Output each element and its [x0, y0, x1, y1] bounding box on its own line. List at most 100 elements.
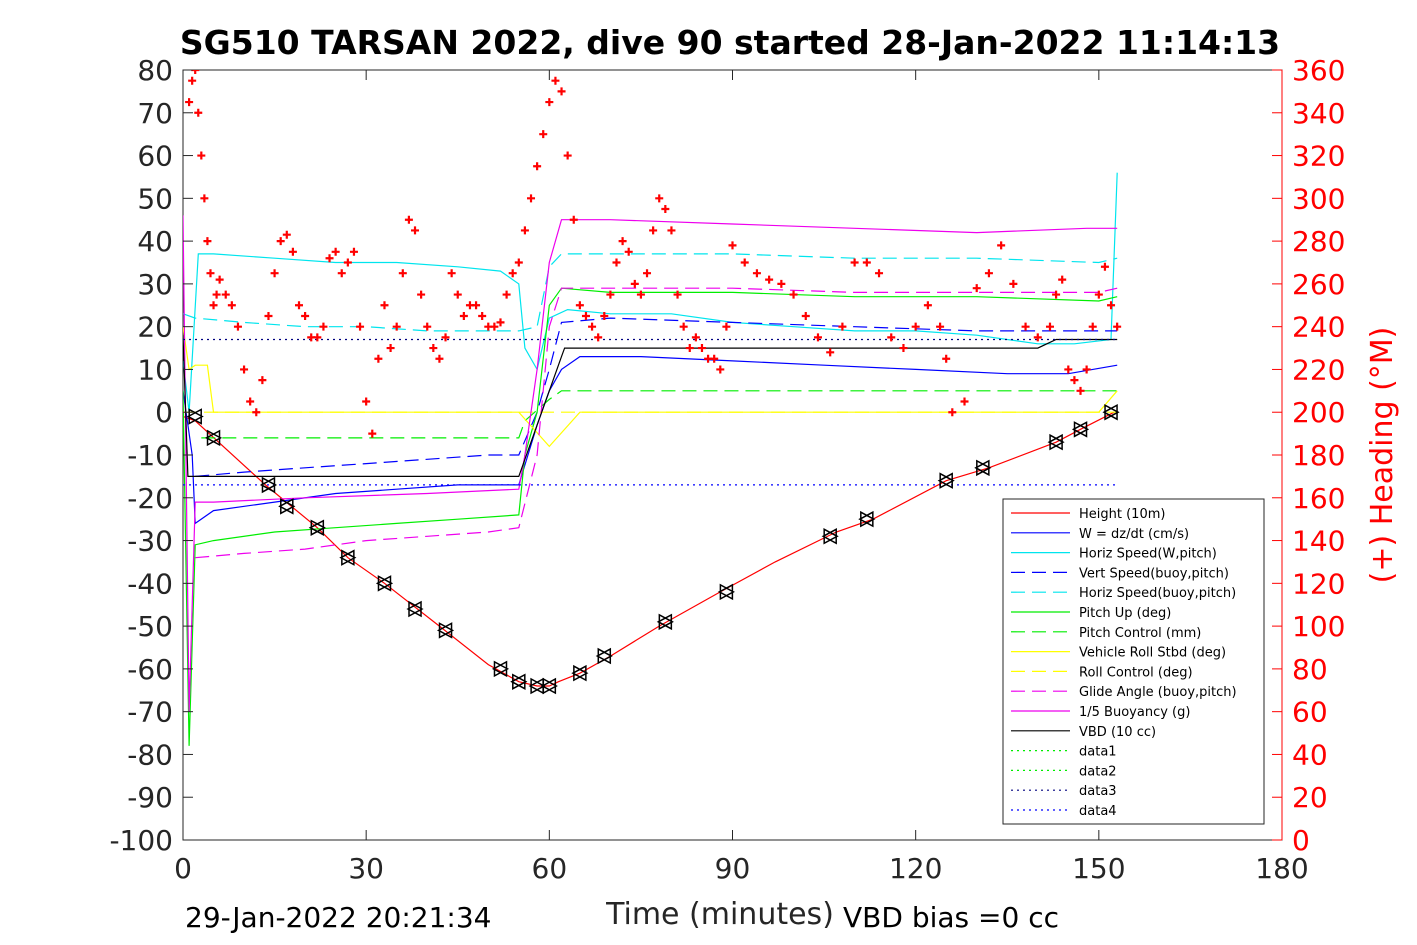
vbd-marker-left [595, 647, 612, 665]
vbd-marker-right [597, 647, 613, 665]
vbd-marker-left [858, 510, 874, 528]
legend-label: Height (10m) [1079, 507, 1165, 522]
heading-point [655, 194, 664, 203]
heading-point [331, 247, 340, 256]
series-line-7 [183, 326, 1118, 448]
heading-point [197, 151, 206, 160]
y-right-tick-label: 180 [1292, 439, 1345, 472]
heading-point [563, 151, 572, 160]
vbd-marker-right [939, 472, 955, 489]
heading-point [233, 322, 242, 331]
heading-point [423, 322, 432, 331]
legend-label: Roll Control (deg) [1079, 665, 1193, 680]
heading-point [258, 376, 267, 385]
heading-point [508, 269, 517, 278]
chart-title: SG510 TARSAN 2022, dive 90 started 28-Ja… [180, 23, 1280, 62]
heading-point [685, 344, 694, 353]
legend-label: Vert Speed(buoy,pitch) [1079, 566, 1229, 581]
legend-label: data3 [1079, 784, 1117, 799]
heading-point [527, 194, 536, 203]
vbd-marker-right [1073, 421, 1090, 438]
heading-point [496, 318, 505, 327]
heading-point [1100, 262, 1109, 271]
y-left-tick-label: 80 [137, 54, 173, 87]
series-line-2 [183, 172, 1118, 413]
series-line-10 [183, 215, 1118, 712]
heading-point [1021, 322, 1030, 331]
y-left-tick-label: 50 [137, 182, 173, 215]
y-right-tick-label: 20 [1292, 781, 1328, 814]
heading-point [270, 269, 279, 278]
heading-point [1045, 322, 1054, 331]
heading-point [212, 290, 221, 299]
heading-point [276, 237, 285, 246]
y-left-tick-label: -60 [127, 653, 173, 686]
heading-point [618, 237, 627, 246]
vbd-marker-right [341, 549, 357, 566]
heading-point [398, 269, 407, 278]
heading-point [722, 322, 731, 331]
heading-point [691, 333, 700, 342]
series-line-1 [183, 356, 1118, 525]
vbd-marker-right [310, 519, 326, 536]
heading-point [673, 290, 682, 299]
heading-point [411, 226, 420, 235]
y-right-tick-label: 300 [1292, 182, 1345, 215]
y-left-tick-label: 30 [137, 268, 173, 301]
heading-point [875, 269, 884, 278]
legend-label: Horiz Speed(W,pitch) [1079, 547, 1217, 562]
heading-point [661, 205, 670, 214]
x-tick-label: 60 [532, 852, 568, 885]
heading-point [1064, 365, 1073, 374]
y-left-tick-label: -30 [127, 525, 173, 558]
legend: Height (10m) W = dz/dt (cm/s) Horiz Speed(… [1002, 498, 1265, 825]
heading-point [362, 397, 371, 406]
heading-point [942, 354, 951, 363]
vbd-marker-right [206, 429, 223, 447]
heading-point [600, 311, 609, 320]
heading-point [1082, 365, 1091, 374]
heading-point [417, 290, 426, 299]
heading-point [343, 258, 352, 267]
vbd-marker-layer [186, 403, 1120, 695]
heading-point [777, 279, 786, 288]
y-left-tick-label: -10 [127, 439, 173, 472]
y-left-tick-label: -40 [127, 567, 173, 600]
vbd-marker-right [438, 622, 455, 639]
vbd-marker-right [976, 459, 992, 477]
series-line-6 [201, 390, 1118, 439]
heading-point [1070, 376, 1079, 385]
y-right-tick-label: 60 [1292, 696, 1328, 729]
footer-timestamp: 29-Jan-2022 20:21:34 [185, 901, 491, 934]
heading-point [551, 76, 560, 85]
vbd-marker-right [573, 664, 589, 682]
y-left-tick-label: 60 [137, 140, 173, 173]
x-tick-label: 30 [348, 852, 384, 885]
vbd-marker-right [530, 677, 546, 695]
heading-point [252, 408, 261, 417]
heading-point [380, 301, 389, 310]
heading-point [1052, 290, 1061, 299]
heading-point [557, 87, 566, 96]
heading-point [765, 275, 774, 284]
heading-point [649, 226, 658, 235]
y-left-tick-label: -70 [127, 696, 173, 729]
heading-point [1113, 322, 1122, 331]
heading-point [643, 269, 652, 278]
heading-point [282, 230, 291, 239]
y-right-tick-label: 120 [1292, 567, 1345, 600]
y-left-tick-label: 20 [137, 311, 173, 344]
vbd-marker-left [406, 600, 422, 618]
heading-point [984, 269, 993, 278]
heading-point [203, 237, 212, 246]
heading-point [997, 241, 1006, 250]
heading-point [624, 247, 633, 256]
vbd-marker-right [512, 673, 528, 690]
y-right-tick-label: 80 [1292, 653, 1328, 686]
heading-point [441, 333, 450, 342]
y-left-tick-label: 10 [137, 353, 173, 386]
heading-point [1009, 279, 1018, 288]
heading-point [472, 301, 481, 310]
heading-point [923, 301, 932, 310]
